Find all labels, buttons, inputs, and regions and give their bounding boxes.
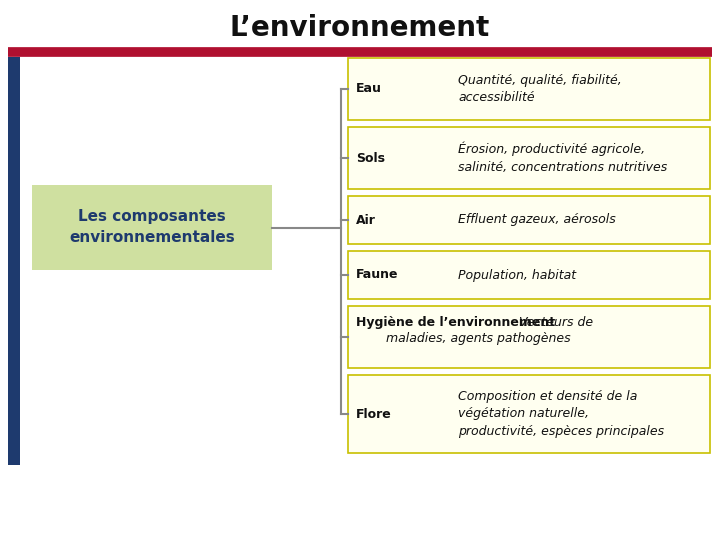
FancyBboxPatch shape <box>348 375 710 453</box>
FancyBboxPatch shape <box>348 58 710 120</box>
Text: Flore: Flore <box>356 408 392 421</box>
Text: Effluent gazeux, aérosols: Effluent gazeux, aérosols <box>458 213 616 226</box>
Text: L’environnement: L’environnement <box>230 14 490 42</box>
FancyBboxPatch shape <box>348 196 710 244</box>
Text: Sols: Sols <box>356 152 385 165</box>
Text: Eau: Eau <box>356 83 382 96</box>
Text: Population, habitat: Population, habitat <box>458 268 576 281</box>
FancyBboxPatch shape <box>8 57 20 465</box>
Text: Hygiène de l’environnement: Hygiène de l’environnement <box>356 316 555 329</box>
Text: Air: Air <box>356 213 376 226</box>
Text: maladies, agents pathogènes: maladies, agents pathogènes <box>386 332 571 345</box>
Text: Quantité, qualité, fiabilité,
accessibilité: Quantité, qualité, fiabilité, accessibil… <box>458 74 622 104</box>
FancyBboxPatch shape <box>348 251 710 299</box>
Text: Faune: Faune <box>356 268 398 281</box>
Text: Composition et densité de la
végétation naturelle,
productivité, espèces princip: Composition et densité de la végétation … <box>458 390 664 438</box>
FancyBboxPatch shape <box>348 127 710 189</box>
Text: Les composantes
environnementales: Les composantes environnementales <box>69 210 235 246</box>
Text: Vecteurs de: Vecteurs de <box>515 316 593 329</box>
FancyBboxPatch shape <box>32 185 272 270</box>
FancyBboxPatch shape <box>348 306 710 368</box>
Text: Érosion, productivité agricole,
salinité, concentrations nutritives: Érosion, productivité agricole, salinité… <box>458 142 667 174</box>
